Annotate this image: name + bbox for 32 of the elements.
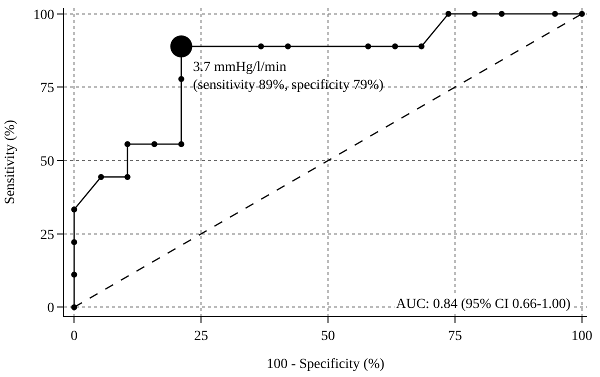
annotation: 3.7 mmHg/l/min (sensitivity 89%, specificity 79%): [193, 60, 384, 94]
point: [124, 174, 130, 180]
point: [418, 43, 424, 50]
point: [71, 239, 78, 246]
y-tick-label: 25: [40, 228, 54, 243]
point: [498, 10, 505, 17]
annotation: AUC: 0.84 (95% CI 0.66-1.00): [396, 297, 571, 312]
point: [258, 43, 264, 50]
point: [98, 174, 104, 180]
y-tick-label: 50: [40, 154, 54, 170]
y-tick-label: 100: [33, 8, 54, 23]
point: [284, 43, 291, 50]
x-tick-label: 100: [571, 328, 592, 344]
y-tick-label: 75: [40, 81, 54, 96]
point: [392, 43, 398, 50]
point: [552, 10, 558, 17]
point: [71, 272, 78, 278]
x-axis-title: 100 - Specificity (%): [266, 357, 385, 372]
point: [472, 10, 478, 17]
x-tick-label: 75: [448, 328, 462, 344]
point: [178, 141, 184, 148]
y-axis-title: Sensitivity (%): [2, 119, 18, 204]
point: [178, 76, 184, 82]
point: [365, 43, 372, 50]
y-tick-label: 0: [47, 301, 54, 316]
point: [124, 141, 130, 148]
x-tick-label: 50: [321, 328, 336, 344]
point: [151, 141, 158, 148]
x-tick-label: 0: [70, 328, 78, 344]
x-tick-label: 25: [194, 328, 208, 344]
point: [445, 10, 452, 17]
point: [71, 206, 78, 213]
